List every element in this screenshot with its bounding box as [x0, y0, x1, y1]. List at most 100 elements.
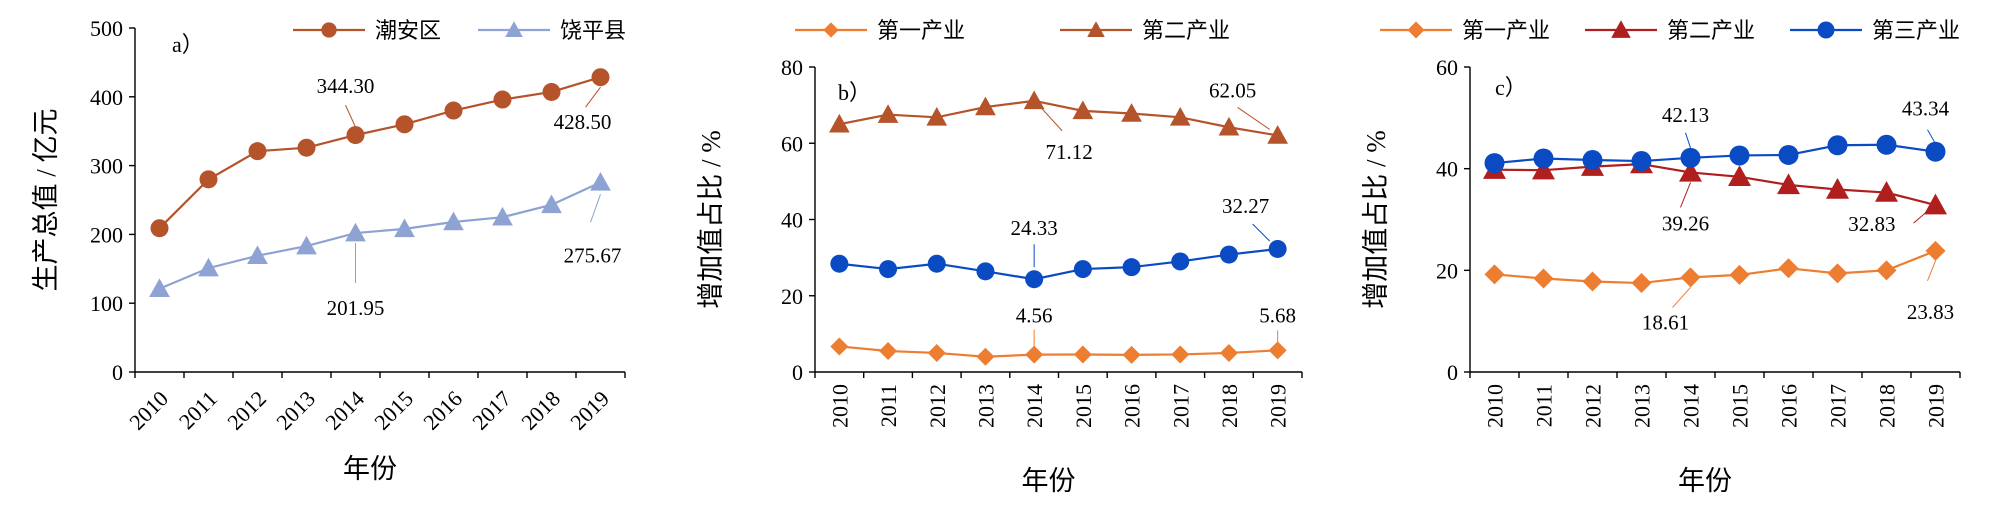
legend-item: 饶平县 — [478, 18, 626, 43]
data-point — [830, 337, 849, 356]
data-point — [1631, 273, 1652, 294]
data-point — [444, 101, 463, 120]
data-point — [976, 347, 995, 366]
legend-item: 第一产业 — [795, 18, 965, 43]
y-tick-label: 40 — [1436, 157, 1458, 182]
legend-marker — [1817, 21, 1835, 39]
x-tick-label: 2013 — [1630, 384, 1655, 428]
data-label: 23.83 — [1907, 300, 1954, 324]
data-point — [975, 96, 996, 116]
x-tick-label: 2015 — [369, 386, 418, 435]
y-tick-label: 0 — [112, 360, 123, 385]
x-tick-label: 2012 — [925, 384, 950, 428]
data-point — [976, 262, 995, 281]
data-point — [199, 170, 218, 189]
data-point — [1218, 116, 1240, 136]
leader-line — [1927, 129, 1936, 144]
data-label: 201.95 — [327, 296, 385, 320]
legend-item: 第二产业 — [1585, 18, 1755, 43]
data-point — [248, 142, 267, 161]
data-point — [1073, 345, 1092, 364]
data-label: 428.50 — [554, 110, 612, 134]
x-tick-label: 2010 — [827, 384, 852, 428]
data-label: 275.67 — [564, 243, 622, 267]
data-label-group: 428.50 — [554, 86, 612, 134]
data-point — [1533, 148, 1554, 169]
data-point — [1171, 345, 1190, 364]
y-tick-label: 60 — [781, 131, 803, 156]
data-label: 32.83 — [1848, 212, 1895, 236]
leader-line — [1680, 182, 1691, 208]
data-point — [829, 113, 850, 133]
leader-line — [590, 194, 601, 223]
data-point — [1728, 165, 1751, 186]
y-tick-label: 80 — [781, 55, 803, 80]
x-tick-label: 2014 — [1022, 384, 1047, 428]
series-1 — [1484, 240, 1946, 294]
x-tick-label: 2018 — [1217, 384, 1242, 428]
data-label-group: 5.68 — [1259, 303, 1296, 343]
leader-line — [1913, 210, 1928, 224]
data-point — [1680, 267, 1701, 288]
data-point — [1122, 258, 1141, 277]
x-tick-label: 2014 — [320, 386, 369, 435]
series-line — [839, 247, 1278, 281]
legend-label: 第一产业 — [1462, 18, 1550, 43]
x-tick-label: 2019 — [1924, 384, 1949, 428]
x-tick-label: 2019 — [565, 386, 614, 435]
legend-label: 第二产业 — [1142, 18, 1230, 43]
data-point — [1268, 239, 1287, 258]
x-tick-label: 2010 — [124, 386, 173, 435]
x-tick-label: 2018 — [1875, 384, 1900, 428]
data-point — [1680, 147, 1701, 168]
data-label: 5.68 — [1259, 303, 1296, 327]
series-line — [839, 99, 1278, 137]
data-point — [346, 126, 365, 145]
y-axis-title: 生产总值 / 亿元 — [31, 108, 61, 291]
chart-panel-2: 0 20 40 60 80 2010 2011 2012 2013 2014 2015 2016 201… — [696, 18, 1303, 496]
y-axis-title: 增加值占比 / % — [696, 130, 726, 309]
data-label: 42.13 — [1662, 103, 1709, 127]
x-tick-label: 2011 — [174, 386, 222, 434]
y-tick-label: 20 — [781, 284, 803, 309]
data-label-group: 43.34 — [1902, 97, 1950, 144]
data-point — [1875, 181, 1898, 202]
data-point — [1219, 245, 1238, 264]
data-label-group: 4.56 — [1016, 304, 1053, 347]
data-point — [1729, 264, 1750, 285]
legend-marker — [1407, 21, 1425, 39]
data-label-group: 201.95 — [327, 243, 385, 320]
leader-line — [1237, 107, 1270, 130]
data-point — [150, 219, 169, 238]
data-point — [1924, 193, 1947, 215]
data-point — [1121, 103, 1142, 122]
y-tick-label: 300 — [90, 154, 123, 179]
data-point — [1023, 90, 1045, 110]
data-point — [1729, 145, 1750, 166]
data-point — [877, 104, 899, 123]
y-tick-label: 0 — [792, 360, 803, 385]
x-axis-title: 年份 — [1678, 466, 1732, 496]
data-point — [1827, 135, 1848, 156]
legend-marker — [505, 21, 523, 38]
y-tick-label: 500 — [90, 16, 123, 41]
series-line — [158, 76, 601, 229]
panel-label: c） — [1495, 75, 1527, 100]
data-point — [1925, 240, 1946, 261]
data-point — [1631, 151, 1652, 172]
data-point — [1582, 271, 1603, 292]
data-point — [1122, 345, 1141, 364]
data-point — [1073, 260, 1092, 279]
data-label-group: 18.61 — [1642, 287, 1691, 334]
data-point — [1072, 100, 1094, 120]
legend-label: 第三产业 — [1872, 18, 1960, 43]
leader-line — [1685, 132, 1691, 148]
panel-label: a） — [172, 32, 204, 57]
data-point — [590, 171, 611, 191]
legend-label: 第一产业 — [877, 18, 965, 43]
data-point — [1876, 260, 1897, 281]
leader-line — [1672, 287, 1691, 308]
data-point — [198, 257, 219, 277]
data-label-group: 32.83 — [1848, 210, 1928, 236]
data-label: 71.12 — [1046, 140, 1093, 164]
